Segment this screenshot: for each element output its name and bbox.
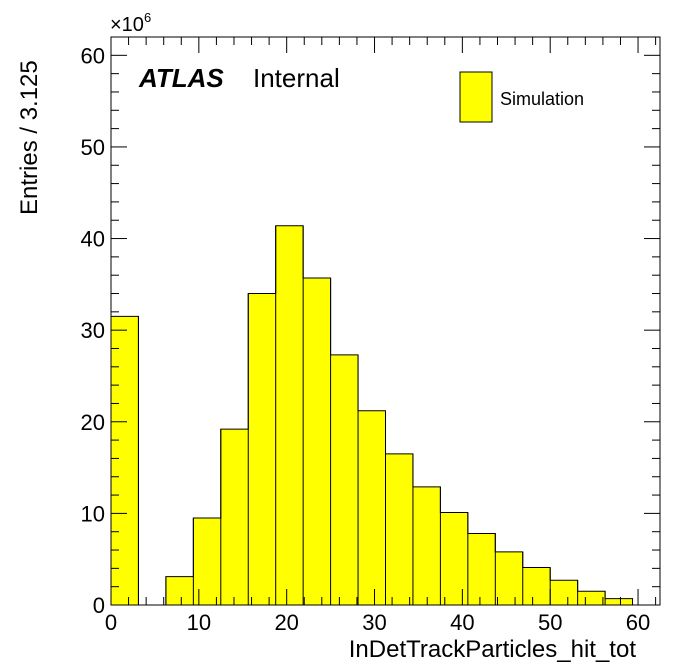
y-multiplier-base: ×10 xyxy=(110,14,144,36)
y-axis-multiplier: ×106 xyxy=(110,10,151,36)
y-tick-label: 30 xyxy=(81,318,105,343)
x-tick-label: 40 xyxy=(450,610,474,635)
y-tick-label: 20 xyxy=(81,410,105,435)
histogram-bin xyxy=(605,598,633,605)
histogram-bin xyxy=(165,576,194,605)
histogram-bin xyxy=(467,533,496,605)
y-tick-label: 50 xyxy=(81,135,105,160)
histogram-bin xyxy=(303,277,331,605)
y-axis-title: Entries / 3.125 xyxy=(16,60,43,215)
x-tick-label: 30 xyxy=(362,610,386,635)
histogram-bin xyxy=(358,410,386,605)
histogram-bin xyxy=(385,453,413,605)
histogram-bin xyxy=(248,293,276,605)
x-tick-label: 60 xyxy=(626,610,650,635)
legend-swatch xyxy=(459,71,493,123)
histogram-bin xyxy=(111,316,139,605)
histogram-bin xyxy=(550,580,578,605)
histogram-bin xyxy=(522,567,551,605)
x-tick-label: 50 xyxy=(538,610,562,635)
x-axis-title: InDetTrackParticles_hit_tot xyxy=(349,636,637,663)
y-tick-label: 10 xyxy=(81,501,105,526)
histogram-bin xyxy=(220,429,249,605)
histogram-bin xyxy=(440,512,468,605)
y-tick-label: 40 xyxy=(81,227,105,252)
legend-label-simulation: Simulation xyxy=(500,89,584,109)
y-tick-label: 0 xyxy=(93,593,105,618)
histogram-bars xyxy=(110,225,634,606)
y-axis-ticks: 0 10 20 30 40 50 60 xyxy=(81,36,660,618)
histogram-bin xyxy=(412,486,441,605)
histogram-bin xyxy=(577,591,606,605)
histogram-bin xyxy=(275,225,304,605)
x-tick-label: 20 xyxy=(274,610,298,635)
x-tick-label: 0 xyxy=(105,610,117,635)
x-axis-ticks: 0 10 20 30 40 50 60 xyxy=(105,37,657,635)
histogram-bin xyxy=(330,354,359,605)
y-tick-label: 60 xyxy=(81,43,105,68)
plot-frame xyxy=(110,36,661,606)
histogram-bin xyxy=(193,517,221,605)
internal-label: Internal xyxy=(253,63,340,93)
atlas-label: ATLAS xyxy=(138,63,224,93)
histogram-bin xyxy=(495,551,523,605)
x-tick-label: 10 xyxy=(187,610,211,635)
y-multiplier-exponent: 6 xyxy=(144,10,151,25)
